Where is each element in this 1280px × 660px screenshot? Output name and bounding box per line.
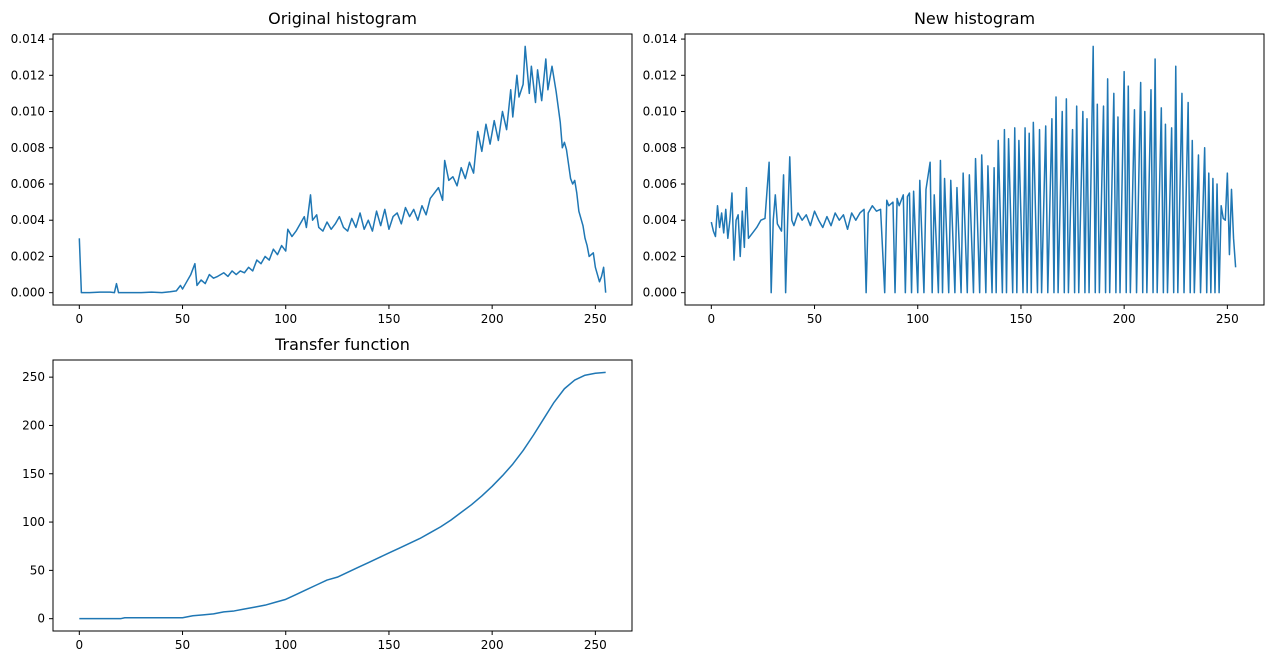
original-histogram-axes-frame bbox=[52, 33, 633, 306]
original-histogram-ytick-label: 0.002 bbox=[11, 249, 45, 263]
original-histogram-ytick-label: 0.010 bbox=[11, 105, 45, 119]
transfer-function-xtick-label: 250 bbox=[584, 638, 607, 652]
new-histogram-ytick-label: 0.004 bbox=[643, 213, 677, 227]
original-histogram-ytick-label: 0.012 bbox=[11, 68, 45, 82]
transfer-function-xtick-label: 0 bbox=[75, 638, 83, 652]
new-histogram-ytick-label: 0.000 bbox=[643, 286, 677, 300]
transfer-function-title: Transfer function bbox=[274, 335, 410, 354]
transfer-function-xtick-label: 200 bbox=[481, 638, 504, 652]
original-histogram-chart: 0 50 100 150 200 250 0.000 0.002 0.004 0.006 0.008… bbox=[11, 9, 633, 326]
new-histogram-ytick-label: 0.006 bbox=[643, 177, 677, 191]
new-histogram-ytick-label: 0.010 bbox=[643, 105, 677, 119]
new-histogram-ytick-label: 0.002 bbox=[643, 249, 677, 263]
original-histogram-xtick-label: 200 bbox=[481, 312, 504, 326]
new-histogram-xtick-label: 200 bbox=[1113, 312, 1136, 326]
new-histogram-chart: 0 50 100 150 200 250 0.000 0.002 0.004 0.006 0.008… bbox=[643, 9, 1265, 326]
new-histogram-xtick-label: 100 bbox=[906, 312, 929, 326]
transfer-function-ytick-label: 100 bbox=[22, 515, 45, 529]
new-histogram-xtick-label: 150 bbox=[1009, 312, 1032, 326]
transfer-function-xtick-label: 100 bbox=[274, 638, 297, 652]
original-histogram-xtick-label: 150 bbox=[377, 312, 400, 326]
original-histogram-xtick-label: 50 bbox=[175, 312, 190, 326]
transfer-function-ytick-label: 50 bbox=[30, 563, 45, 577]
original-histogram-xtick-label: 100 bbox=[274, 312, 297, 326]
new-histogram-xtick-label: 0 bbox=[707, 312, 715, 326]
original-histogram-ytick-label: 0.006 bbox=[11, 177, 45, 191]
transfer-function-ytick-label: 0 bbox=[37, 612, 45, 626]
original-histogram-ytick-label: 0.004 bbox=[11, 213, 45, 227]
new-histogram-axes-frame bbox=[684, 33, 1265, 306]
original-histogram-xtick-label: 250 bbox=[584, 312, 607, 326]
transfer-function-axes-frame bbox=[52, 359, 633, 632]
new-histogram-title: New histogram bbox=[914, 9, 1035, 28]
original-histogram-xtick-label: 0 bbox=[75, 312, 83, 326]
original-histogram-ytick-label: 0.000 bbox=[11, 286, 45, 300]
transfer-function-series-line bbox=[79, 371, 606, 620]
transfer-function-ytick-label: 150 bbox=[22, 467, 45, 481]
original-histogram-ytick-label: 0.014 bbox=[11, 32, 45, 46]
new-histogram-xtick-label: 250 bbox=[1216, 312, 1239, 326]
transfer-function-xtick-label: 50 bbox=[175, 638, 190, 652]
original-histogram-ytick-label: 0.008 bbox=[11, 141, 45, 155]
transfer-function-ytick-label: 200 bbox=[22, 418, 45, 432]
transfer-function-ytick-label: 250 bbox=[22, 370, 45, 384]
original-histogram-series-line bbox=[78, 45, 607, 294]
new-histogram-ytick-label: 0.008 bbox=[643, 141, 677, 155]
transfer-function-chart: 0 50 100 150 200 250 0 50 100 150 200 250 Transfer f… bbox=[22, 335, 633, 652]
new-histogram-series-line bbox=[710, 45, 1237, 294]
transfer-function-xtick-label: 150 bbox=[377, 638, 400, 652]
new-histogram-ytick-label: 0.014 bbox=[643, 32, 677, 46]
new-histogram-ytick-label: 0.012 bbox=[643, 68, 677, 82]
original-histogram-title: Original histogram bbox=[268, 9, 417, 28]
new-histogram-xtick-label: 50 bbox=[807, 312, 822, 326]
